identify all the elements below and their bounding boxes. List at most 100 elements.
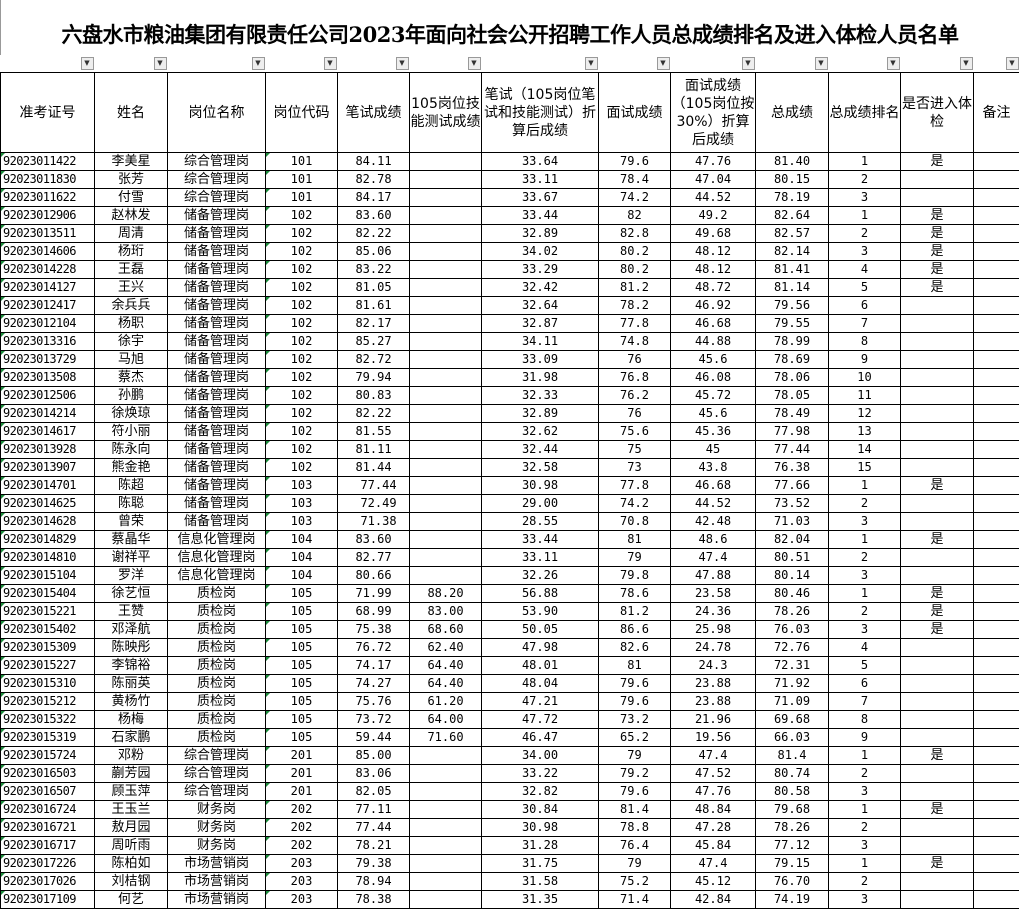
rank-cell[interactable]: 3 [828,620,901,639]
exam-id-cell[interactable]: 92023013316 [0,332,95,351]
interview-score-cell[interactable]: 77.8 [598,476,671,495]
written-score-cell[interactable]: 82.78 [337,170,410,189]
position-code-cell[interactable]: 105 [265,674,338,693]
exam-id-cell[interactable]: 92023014701 [0,476,95,495]
rank-cell[interactable]: 1 [828,476,901,495]
interview-score-cell[interactable]: 81 [598,656,671,675]
total-score-cell[interactable]: 82.64 [755,206,829,225]
remark-cell[interactable] [973,584,1019,603]
written-score-cell[interactable]: 82.22 [337,404,410,423]
exam-id-cell[interactable]: 92023015322 [0,710,95,729]
written-converted-cell[interactable]: 33.09 [481,350,599,369]
interview-score-cell[interactable]: 79.8 [598,566,671,585]
remark-cell[interactable] [973,224,1019,243]
position-code-cell[interactable]: 104 [265,548,338,567]
physical-exam-cell[interactable]: 是 [900,584,974,603]
name-cell[interactable]: 余兵兵 [94,296,168,315]
name-cell[interactable]: 邓粉 [94,746,168,765]
interview-converted-cell[interactable]: 47.52 [670,764,756,783]
name-cell[interactable]: 石家鹏 [94,728,168,747]
exam-id-cell[interactable]: 92023014810 [0,548,95,567]
total-score-cell[interactable]: 79.56 [755,296,829,315]
exam-id-cell[interactable]: 92023015104 [0,566,95,585]
remark-cell[interactable] [973,782,1019,801]
position-code-cell[interactable]: 105 [265,692,338,711]
skill-test-score-cell[interactable] [409,314,482,333]
position-name-cell[interactable]: 储备管理岗 [167,242,266,261]
written-score-cell[interactable]: 83.22 [337,260,410,279]
interview-converted-cell[interactable]: 45.6 [670,350,756,369]
written-converted-cell[interactable]: 47.72 [481,710,599,729]
physical-exam-cell[interactable] [900,350,974,369]
rank-cell[interactable]: 8 [828,710,901,729]
rank-cell[interactable]: 2 [828,224,901,243]
interview-score-cell[interactable]: 75.2 [598,872,671,891]
written-score-cell[interactable]: 82.05 [337,782,410,801]
skill-test-score-cell[interactable]: 61.20 [409,692,482,711]
name-cell[interactable]: 王玉兰 [94,800,168,819]
position-code-cell[interactable]: 105 [265,728,338,747]
written-score-cell[interactable]: 77.44 [337,818,410,837]
skill-test-score-cell[interactable]: 62.40 [409,638,482,657]
physical-exam-cell[interactable]: 是 [900,278,974,297]
position-code-cell[interactable]: 102 [265,206,338,225]
written-converted-cell[interactable]: 31.28 [481,836,599,855]
physical-exam-cell[interactable] [900,674,974,693]
name-cell[interactable]: 王赞 [94,602,168,621]
physical-exam-cell[interactable] [900,764,974,783]
name-cell[interactable]: 杨珩 [94,242,168,261]
skill-test-score-cell[interactable] [409,782,482,801]
interview-converted-cell[interactable]: 23.58 [670,584,756,603]
position-name-cell[interactable]: 储备管理岗 [167,368,266,387]
interview-score-cell[interactable]: 78.8 [598,818,671,837]
interview-converted-cell[interactable]: 47.4 [670,854,756,873]
rank-cell[interactable]: 8 [828,332,901,351]
position-code-cell[interactable]: 102 [265,422,338,441]
interview-score-cell[interactable]: 76.8 [598,368,671,387]
physical-exam-cell[interactable] [900,566,974,585]
written-score-cell[interactable]: 81.44 [337,458,410,477]
rank-cell[interactable]: 2 [828,872,901,891]
position-name-cell[interactable]: 综合管理岗 [167,188,266,207]
skill-test-score-cell[interactable]: 83.00 [409,602,482,621]
rank-cell[interactable]: 13 [828,422,901,441]
written-score-cell[interactable]: 80.66 [337,566,410,585]
interview-converted-cell[interactable]: 23.88 [670,674,756,693]
exam-id-cell[interactable]: 92023013511 [0,224,95,243]
physical-exam-cell[interactable]: 是 [900,260,974,279]
interview-score-cell[interactable]: 78.6 [598,584,671,603]
rank-cell[interactable]: 5 [828,278,901,297]
position-name-cell[interactable]: 储备管理岗 [167,278,266,297]
position-code-cell[interactable]: 101 [265,170,338,189]
interview-converted-cell[interactable]: 45.6 [670,404,756,423]
skill-test-score-cell[interactable] [409,386,482,405]
name-cell[interactable]: 邓泽航 [94,620,168,639]
written-converted-cell[interactable]: 46.47 [481,728,599,747]
rank-cell[interactable]: 4 [828,260,901,279]
exam-id-cell[interactable]: 92023015221 [0,602,95,621]
position-code-cell[interactable]: 103 [265,494,338,513]
remark-cell[interactable] [973,764,1019,783]
written-score-cell[interactable]: 85.27 [337,332,410,351]
skill-test-score-cell[interactable] [409,746,482,765]
position-code-cell[interactable]: 102 [265,224,338,243]
position-name-cell[interactable]: 质检岗 [167,620,266,639]
position-name-cell[interactable]: 市场营销岗 [167,890,266,909]
name-cell[interactable]: 徐宇 [94,332,168,351]
rank-cell[interactable]: 6 [828,674,901,693]
rank-cell[interactable]: 1 [828,530,901,549]
remark-cell[interactable] [973,440,1019,459]
physical-exam-cell[interactable] [900,890,974,909]
filter-dropdown-icon[interactable]: ▼ [656,57,670,70]
written-score-cell[interactable]: 71.38 [337,512,410,531]
exam-id-cell[interactable]: 92023013729 [0,350,95,369]
written-score-cell[interactable]: 78.38 [337,890,410,909]
position-name-cell[interactable]: 储备管理岗 [167,332,266,351]
written-converted-cell[interactable]: 31.98 [481,368,599,387]
remark-cell[interactable] [973,620,1019,639]
interview-score-cell[interactable]: 76 [598,350,671,369]
interview-score-cell[interactable]: 71.4 [598,890,671,909]
exam-id-cell[interactable]: 92023014625 [0,494,95,513]
position-code-cell[interactable]: 203 [265,890,338,909]
interview-score-cell[interactable]: 78.2 [598,296,671,315]
